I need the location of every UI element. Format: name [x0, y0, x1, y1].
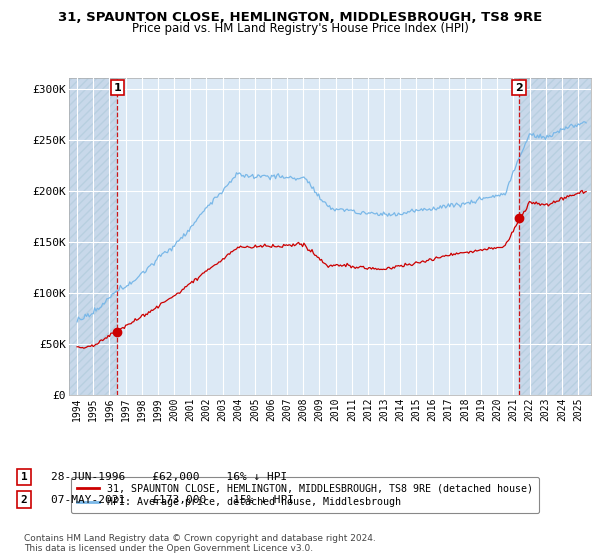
Text: 28-JUN-1996    £62,000    16% ↓ HPI: 28-JUN-1996 £62,000 16% ↓ HPI — [51, 472, 287, 482]
Legend: 31, SPAUNTON CLOSE, HEMLINGTON, MIDDLESBROUGH, TS8 9RE (detached house), HPI: Av: 31, SPAUNTON CLOSE, HEMLINGTON, MIDDLESB… — [71, 477, 539, 514]
Text: 2: 2 — [20, 494, 28, 505]
Text: 31, SPAUNTON CLOSE, HEMLINGTON, MIDDLESBROUGH, TS8 9RE: 31, SPAUNTON CLOSE, HEMLINGTON, MIDDLESB… — [58, 11, 542, 24]
Text: Price paid vs. HM Land Registry's House Price Index (HPI): Price paid vs. HM Land Registry's House … — [131, 22, 469, 35]
Text: 2: 2 — [515, 82, 523, 92]
Text: 1: 1 — [113, 82, 121, 92]
Text: 07-MAY-2021    £173,000    15% ↓ HPI: 07-MAY-2021 £173,000 15% ↓ HPI — [51, 494, 294, 505]
Text: Contains HM Land Registry data © Crown copyright and database right 2024.
This d: Contains HM Land Registry data © Crown c… — [24, 534, 376, 553]
Bar — [519, 78, 591, 395]
Bar — [69, 78, 118, 395]
Text: 1: 1 — [20, 472, 28, 482]
